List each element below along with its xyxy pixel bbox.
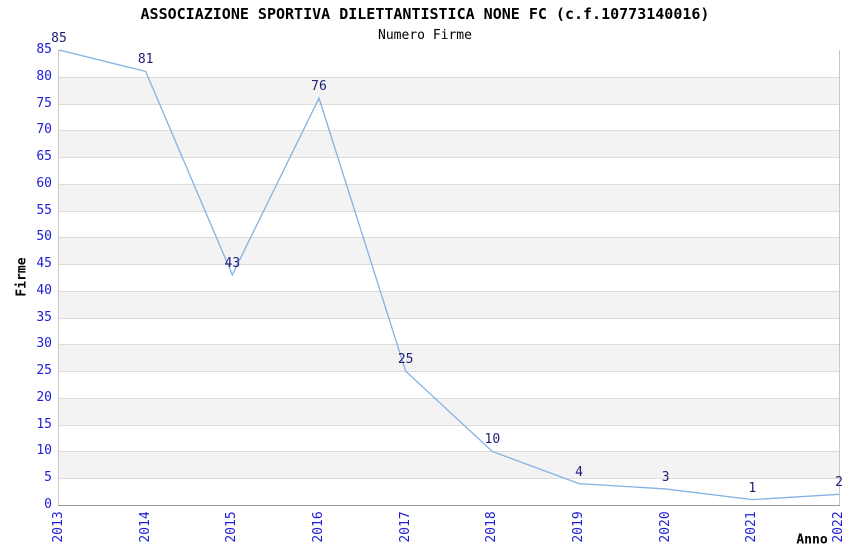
x-tick-label: 2015 [224, 511, 240, 543]
plot-band [59, 317, 839, 345]
chart-subtitle: Numero Firme [378, 28, 472, 43]
data-point-label: 43 [224, 255, 241, 271]
x-axis-label: Anno [796, 532, 828, 548]
plot-area [58, 49, 840, 505]
data-point-label: 4 [575, 464, 583, 480]
line-series-svg [58, 49, 840, 501]
y-tick-label: 55 [36, 202, 52, 218]
y-tick-label: 10 [36, 443, 52, 459]
y-tick-label: 15 [36, 416, 52, 432]
y-tick-label: 30 [36, 336, 52, 352]
data-point-label: 85 [51, 31, 67, 46]
data-point-label: 1 [748, 480, 757, 496]
line-series [58, 49, 840, 501]
plot-band [59, 130, 839, 158]
x-tick-label: 2021 [744, 511, 760, 543]
y-tick-label: 20 [36, 389, 52, 405]
plot-band [59, 76, 839, 104]
x-tick-label: 2020 [657, 511, 673, 543]
x-axis-line [58, 505, 840, 506]
y-tick-label: 80 [36, 68, 52, 84]
y-tick-label: 50 [36, 229, 52, 245]
data-point-label: 10 [484, 432, 501, 448]
x-tick-label: 2018 [484, 511, 500, 543]
y-tick-label: 0 [44, 497, 52, 512]
plot-band [59, 237, 839, 265]
y-tick-label: 85 [36, 42, 52, 57]
x-tick-label: 2013 [51, 511, 66, 543]
data-point-label: 3 [661, 469, 670, 485]
y-tick-label: 60 [36, 175, 52, 191]
plot-band [59, 157, 839, 184]
plot-band [59, 264, 839, 291]
x-tick-label: 2014 [137, 511, 153, 543]
plot-band [59, 290, 839, 318]
y-tick-label: 5 [44, 470, 52, 486]
y-tick-label: 25 [36, 363, 52, 379]
y-tick-label: 35 [36, 309, 52, 325]
x-tick-label: 2016 [311, 511, 326, 543]
plot-band [59, 478, 839, 505]
data-point-label: 25 [397, 352, 414, 368]
plot-band [59, 371, 839, 398]
y-axis-line [58, 50, 59, 506]
y-tick-label: 65 [36, 149, 52, 165]
plot-band [59, 344, 839, 372]
y-tick-label: 70 [36, 122, 52, 138]
plot-right-border [839, 50, 840, 505]
x-tick-label: 2022 [831, 511, 846, 543]
data-point-label: 2 [835, 475, 843, 491]
x-tick-label: 2017 [397, 511, 413, 543]
chart-title: ASSOCIAZIONE SPORTIVA DILETTANTISTICA NO… [140, 5, 710, 23]
plot-band [59, 451, 839, 479]
y-tick-label: 75 [36, 95, 52, 111]
y-tick-label: 45 [36, 256, 52, 272]
plot-band [59, 103, 839, 131]
plot-band [59, 424, 839, 452]
plot-band [59, 183, 839, 211]
plot-band [59, 210, 839, 238]
x-tick-label: 2019 [571, 511, 586, 543]
y-tick-label: 40 [36, 282, 52, 298]
data-point-label: 76 [311, 79, 327, 95]
data-point-label: 81 [137, 52, 154, 68]
